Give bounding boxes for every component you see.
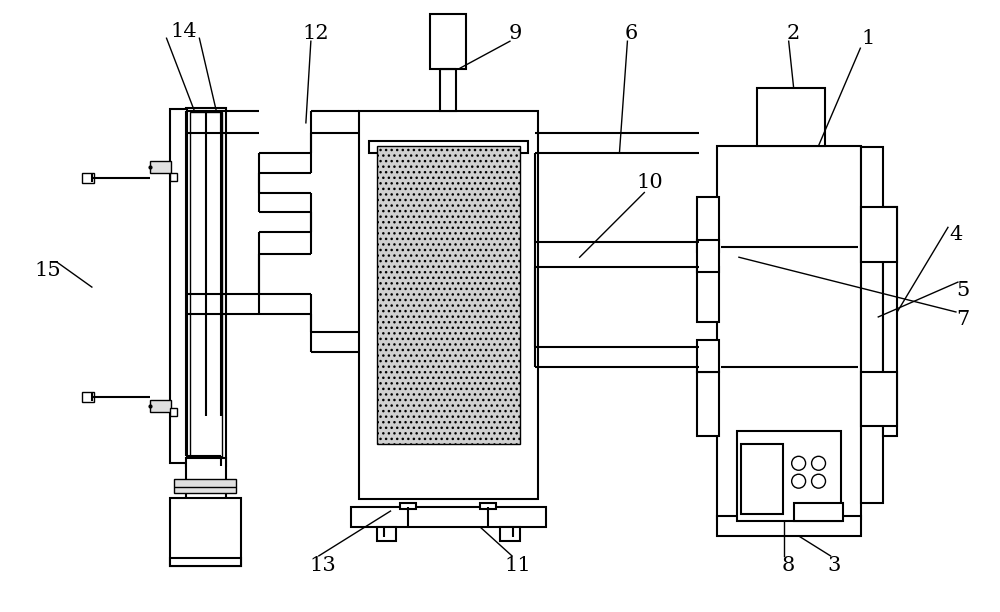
Bar bbox=[697, 198, 719, 252]
Bar bbox=[150, 161, 171, 173]
Bar bbox=[697, 371, 719, 436]
Bar bbox=[170, 558, 241, 566]
Bar bbox=[500, 527, 520, 541]
Bar bbox=[883, 207, 897, 436]
Bar bbox=[369, 141, 528, 153]
Bar bbox=[697, 241, 719, 272]
Text: 14: 14 bbox=[170, 22, 197, 41]
Bar bbox=[861, 147, 883, 503]
Bar bbox=[794, 503, 843, 521]
Bar bbox=[861, 207, 897, 262]
Bar bbox=[170, 109, 187, 463]
Bar bbox=[430, 14, 466, 69]
Text: 2: 2 bbox=[787, 24, 800, 43]
Bar bbox=[377, 527, 396, 541]
Bar bbox=[150, 400, 171, 411]
Text: 10: 10 bbox=[636, 173, 663, 192]
Text: 7: 7 bbox=[956, 310, 970, 329]
Text: 3: 3 bbox=[828, 556, 841, 575]
Bar bbox=[186, 108, 226, 466]
Text: 5: 5 bbox=[956, 280, 970, 299]
Bar bbox=[400, 503, 416, 509]
Bar bbox=[82, 392, 94, 401]
Bar bbox=[186, 458, 226, 533]
Bar bbox=[440, 69, 456, 111]
Text: 8: 8 bbox=[782, 556, 795, 575]
Bar bbox=[170, 498, 241, 566]
Bar bbox=[359, 111, 538, 499]
Bar bbox=[717, 146, 861, 519]
Bar bbox=[351, 507, 546, 527]
Bar bbox=[697, 267, 719, 322]
Text: 1: 1 bbox=[862, 29, 875, 48]
Bar bbox=[717, 516, 861, 536]
Bar bbox=[174, 479, 236, 493]
Bar bbox=[737, 431, 841, 521]
Bar bbox=[741, 444, 783, 514]
Text: 4: 4 bbox=[949, 225, 963, 244]
Text: 9: 9 bbox=[508, 24, 522, 43]
Bar bbox=[861, 371, 897, 427]
Bar bbox=[82, 173, 94, 182]
Text: 15: 15 bbox=[35, 261, 61, 280]
Text: 6: 6 bbox=[625, 24, 638, 43]
Bar bbox=[377, 146, 520, 444]
Text: 12: 12 bbox=[303, 24, 329, 43]
Bar bbox=[757, 88, 825, 146]
Bar bbox=[697, 340, 719, 371]
Bar bbox=[190, 112, 222, 462]
Text: 13: 13 bbox=[309, 556, 336, 575]
Bar bbox=[170, 408, 177, 416]
Bar bbox=[170, 173, 177, 181]
Bar bbox=[480, 503, 496, 509]
Text: 11: 11 bbox=[505, 556, 531, 575]
